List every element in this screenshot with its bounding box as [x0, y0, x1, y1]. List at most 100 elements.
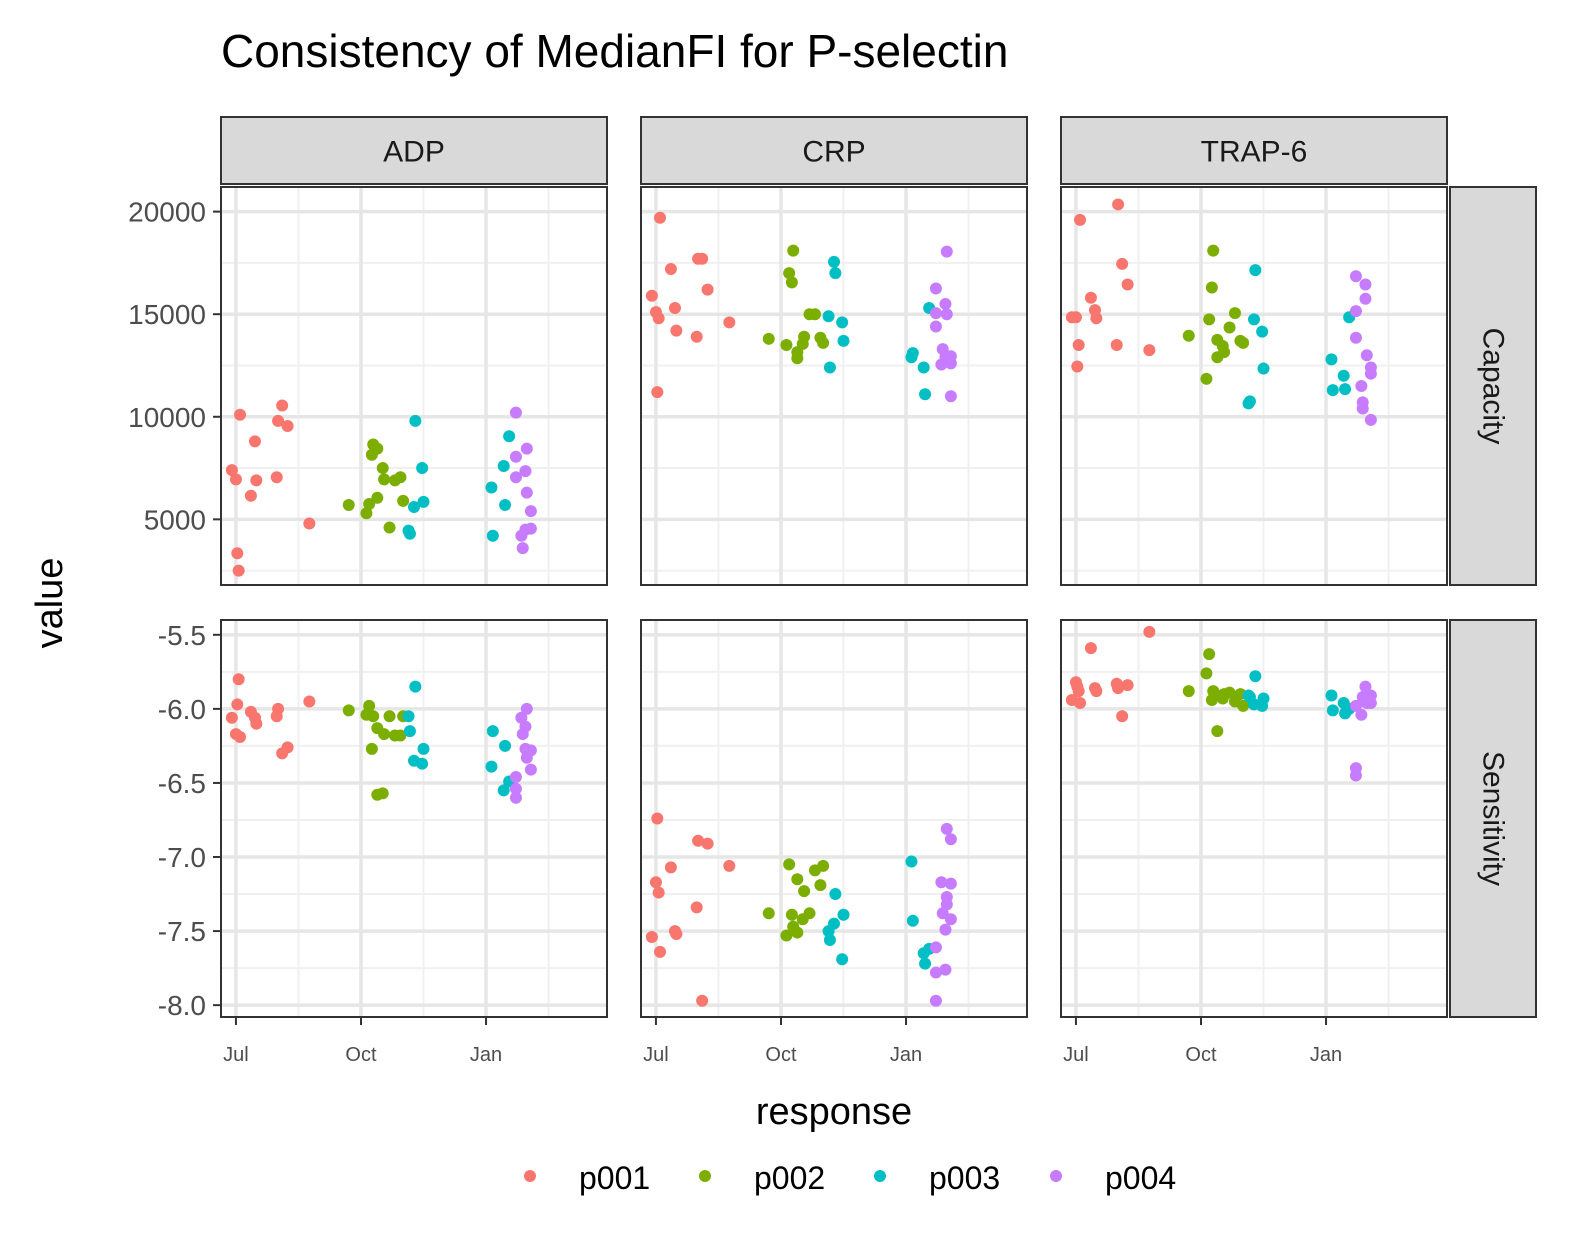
data-point-p003: [919, 957, 932, 970]
data-point-p002: [783, 858, 796, 871]
data-point-p001: [645, 289, 658, 302]
x-axis-title: response: [756, 1091, 912, 1133]
data-point-p004: [935, 876, 948, 889]
facet-panels: ADP CRP TRAP-6 Capacity Sensitivity 5000 10000…: [128, 116, 1537, 1066]
data-point-p001: [723, 316, 736, 329]
x-tick-label: Jan: [1310, 1044, 1342, 1066]
data-point-p001: [696, 994, 709, 1007]
facet-strip-label: TRAP-6: [1201, 136, 1308, 169]
data-point-p002: [1203, 313, 1216, 326]
data-point-p002: [1218, 346, 1231, 359]
data-point-p004: [509, 471, 522, 484]
data-point-p001: [652, 886, 665, 899]
legend-key-p001: [524, 1170, 536, 1182]
data-point-p004: [939, 297, 952, 310]
data-point-p001: [701, 283, 714, 296]
panel-border: [220, 619, 608, 1018]
data-point-p003: [417, 495, 430, 508]
data-point-p001: [225, 711, 238, 724]
data-point-p002: [394, 729, 407, 742]
data-point-p002: [817, 336, 830, 349]
data-point-p004: [929, 966, 942, 979]
data-point-p002: [378, 728, 391, 741]
data-point-p003: [499, 498, 512, 511]
data-point-p004: [509, 771, 522, 784]
data-point-p003: [409, 680, 422, 693]
data-point-p003: [1339, 383, 1352, 396]
data-point-p004: [1349, 699, 1362, 712]
data-point-p001: [1090, 312, 1103, 325]
data-point-p004: [1360, 349, 1373, 362]
data-point-p003: [837, 334, 850, 347]
data-point-p002: [383, 710, 396, 723]
data-point-p002: [808, 308, 821, 321]
panel-trap-6-sensitivity: Jul Oct Jan: [1060, 619, 1448, 1066]
data-point-p004: [929, 994, 942, 1007]
data-point-p002: [363, 699, 376, 712]
data-point-p002: [1223, 321, 1236, 334]
legend-key-p004: [1050, 1170, 1062, 1182]
data-point-p001: [1143, 344, 1156, 357]
data-point-p003: [1326, 384, 1339, 397]
data-point-p003: [822, 310, 835, 323]
data-point-p001: [1143, 625, 1156, 638]
data-point-p002: [785, 276, 798, 289]
data-point-p003: [499, 739, 512, 752]
data-point-p003: [905, 855, 918, 868]
data-point-p001: [1121, 278, 1134, 291]
data-point-p004: [1364, 367, 1377, 380]
data-point-p004: [940, 245, 953, 258]
data-point-p001: [244, 489, 257, 502]
data-point-p001: [231, 698, 244, 711]
data-point-p001: [231, 547, 244, 560]
data-point-p002: [791, 926, 804, 939]
data-point-p003: [1249, 670, 1262, 683]
y-tick-label: -8.0: [158, 990, 206, 1021]
data-point-p003: [409, 414, 422, 427]
data-point-p001: [1112, 198, 1125, 211]
data-point-p003: [829, 267, 842, 280]
data-point-p001: [272, 702, 285, 715]
data-point-p004: [524, 744, 537, 757]
data-point-p004: [519, 720, 532, 733]
legend: p001 p002 p003 p004: [524, 1160, 1176, 1196]
data-point-p003: [497, 784, 510, 797]
data-point-p001: [276, 399, 289, 412]
data-point-p002: [762, 907, 775, 920]
data-point-p003: [823, 933, 836, 946]
panel-border: [640, 186, 1028, 586]
panel-trap-6-capacity: [1060, 186, 1448, 586]
y-axis-title: value: [29, 558, 71, 649]
data-point-p001: [1072, 338, 1085, 351]
panel-adp-sensitivity: Jul Oct Jan: [220, 619, 608, 1066]
data-point-p004: [940, 822, 953, 835]
data-point-p003: [486, 725, 499, 738]
data-point-p004: [944, 357, 957, 370]
data-point-p001: [654, 945, 667, 958]
data-point-p001: [250, 474, 263, 487]
x-tick-label: Jan: [470, 1044, 502, 1066]
panel-border: [1060, 619, 1448, 1018]
panel-crp-sensitivity: Jul Oct Jan: [640, 619, 1028, 1066]
data-point-p004: [939, 923, 952, 936]
data-point-p001: [1069, 311, 1082, 324]
data-point-p004: [929, 282, 942, 295]
data-point-p002: [1207, 244, 1220, 257]
x-tick-label: Oct: [1185, 1044, 1217, 1066]
x-tick-label: Oct: [345, 1044, 377, 1066]
facet-strip-crp: [640, 116, 1028, 185]
data-point-p002: [371, 442, 384, 455]
legend-item-p001: p001: [524, 1160, 650, 1196]
x-tick-label: Jul: [643, 1044, 669, 1066]
data-point-p001: [690, 330, 703, 343]
data-point-p004: [509, 782, 522, 795]
legend-label: p003: [929, 1160, 1000, 1196]
data-point-p001: [1112, 682, 1125, 695]
data-point-p004: [1349, 769, 1362, 782]
data-point-p001: [1074, 696, 1087, 709]
data-point-p001: [651, 812, 664, 825]
data-point-p002: [363, 497, 376, 510]
data-point-p003: [823, 361, 836, 374]
data-point-p001: [1121, 679, 1134, 692]
data-point-p003: [403, 527, 416, 540]
